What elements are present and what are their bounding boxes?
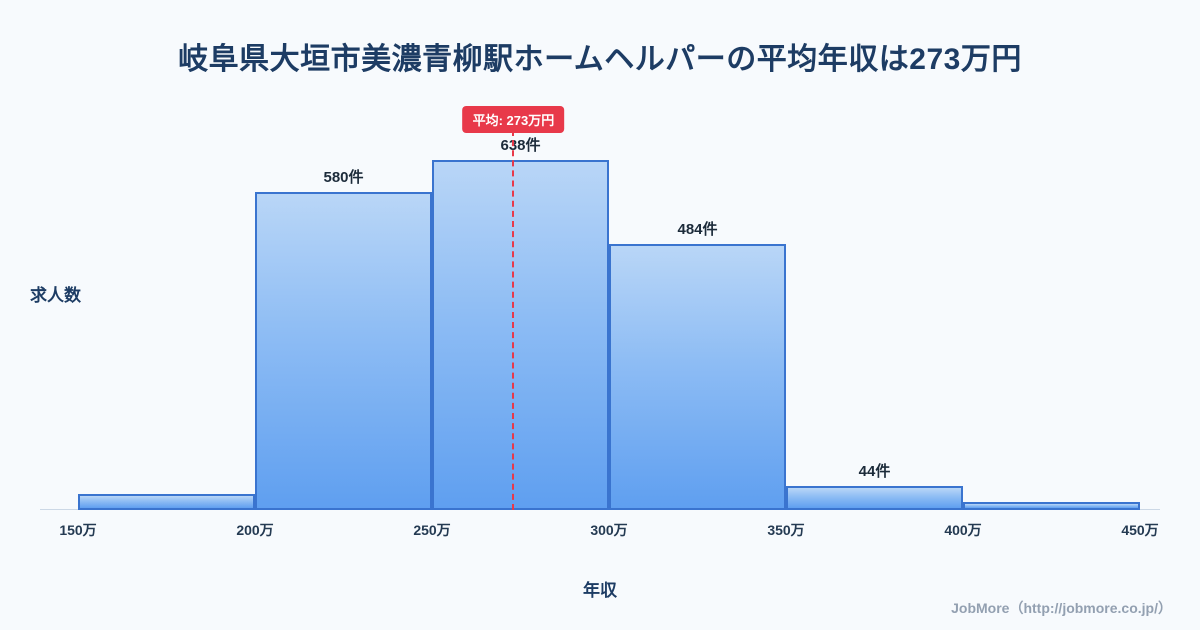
- x-axis-label: 年収: [583, 581, 617, 600]
- bar-count-label: 44件: [858, 462, 891, 480]
- y-axis-label: 求人数: [30, 286, 81, 305]
- mean-dashed-line: [512, 130, 515, 510]
- x-tick-label: 150万: [59, 522, 97, 538]
- histogram-bar-200-250: [255, 191, 432, 510]
- x-tick-label: 250万: [413, 522, 451, 538]
- x-tick-label: 350万: [767, 522, 805, 538]
- histogram-bar-350-400: [786, 485, 963, 510]
- bar-count-label: 580件: [323, 168, 364, 186]
- page-title: 岐阜県大垣市美濃青柳駅ホームヘルパーの平均年収は273万円: [178, 43, 1022, 76]
- histogram-bar-400-450: [963, 502, 1140, 510]
- x-tick-label: 300万: [590, 522, 628, 538]
- bar-count-label: 638件: [500, 137, 541, 154]
- x-tick-label: 450万: [1121, 522, 1159, 538]
- bar-count-label: 484件: [677, 221, 718, 239]
- footer-attribution: JobMore（http://jobmore.co.jp/）: [951, 600, 1172, 616]
- mean-badge: 平均: 273万円: [462, 106, 565, 133]
- x-tick-label: 400万: [944, 522, 982, 538]
- histogram-bar-150-200: [78, 493, 255, 510]
- histogram-bar-300-350: [609, 244, 786, 510]
- x-tick-label: 200万: [236, 522, 274, 538]
- histogram-bar-250-300: [432, 160, 609, 510]
